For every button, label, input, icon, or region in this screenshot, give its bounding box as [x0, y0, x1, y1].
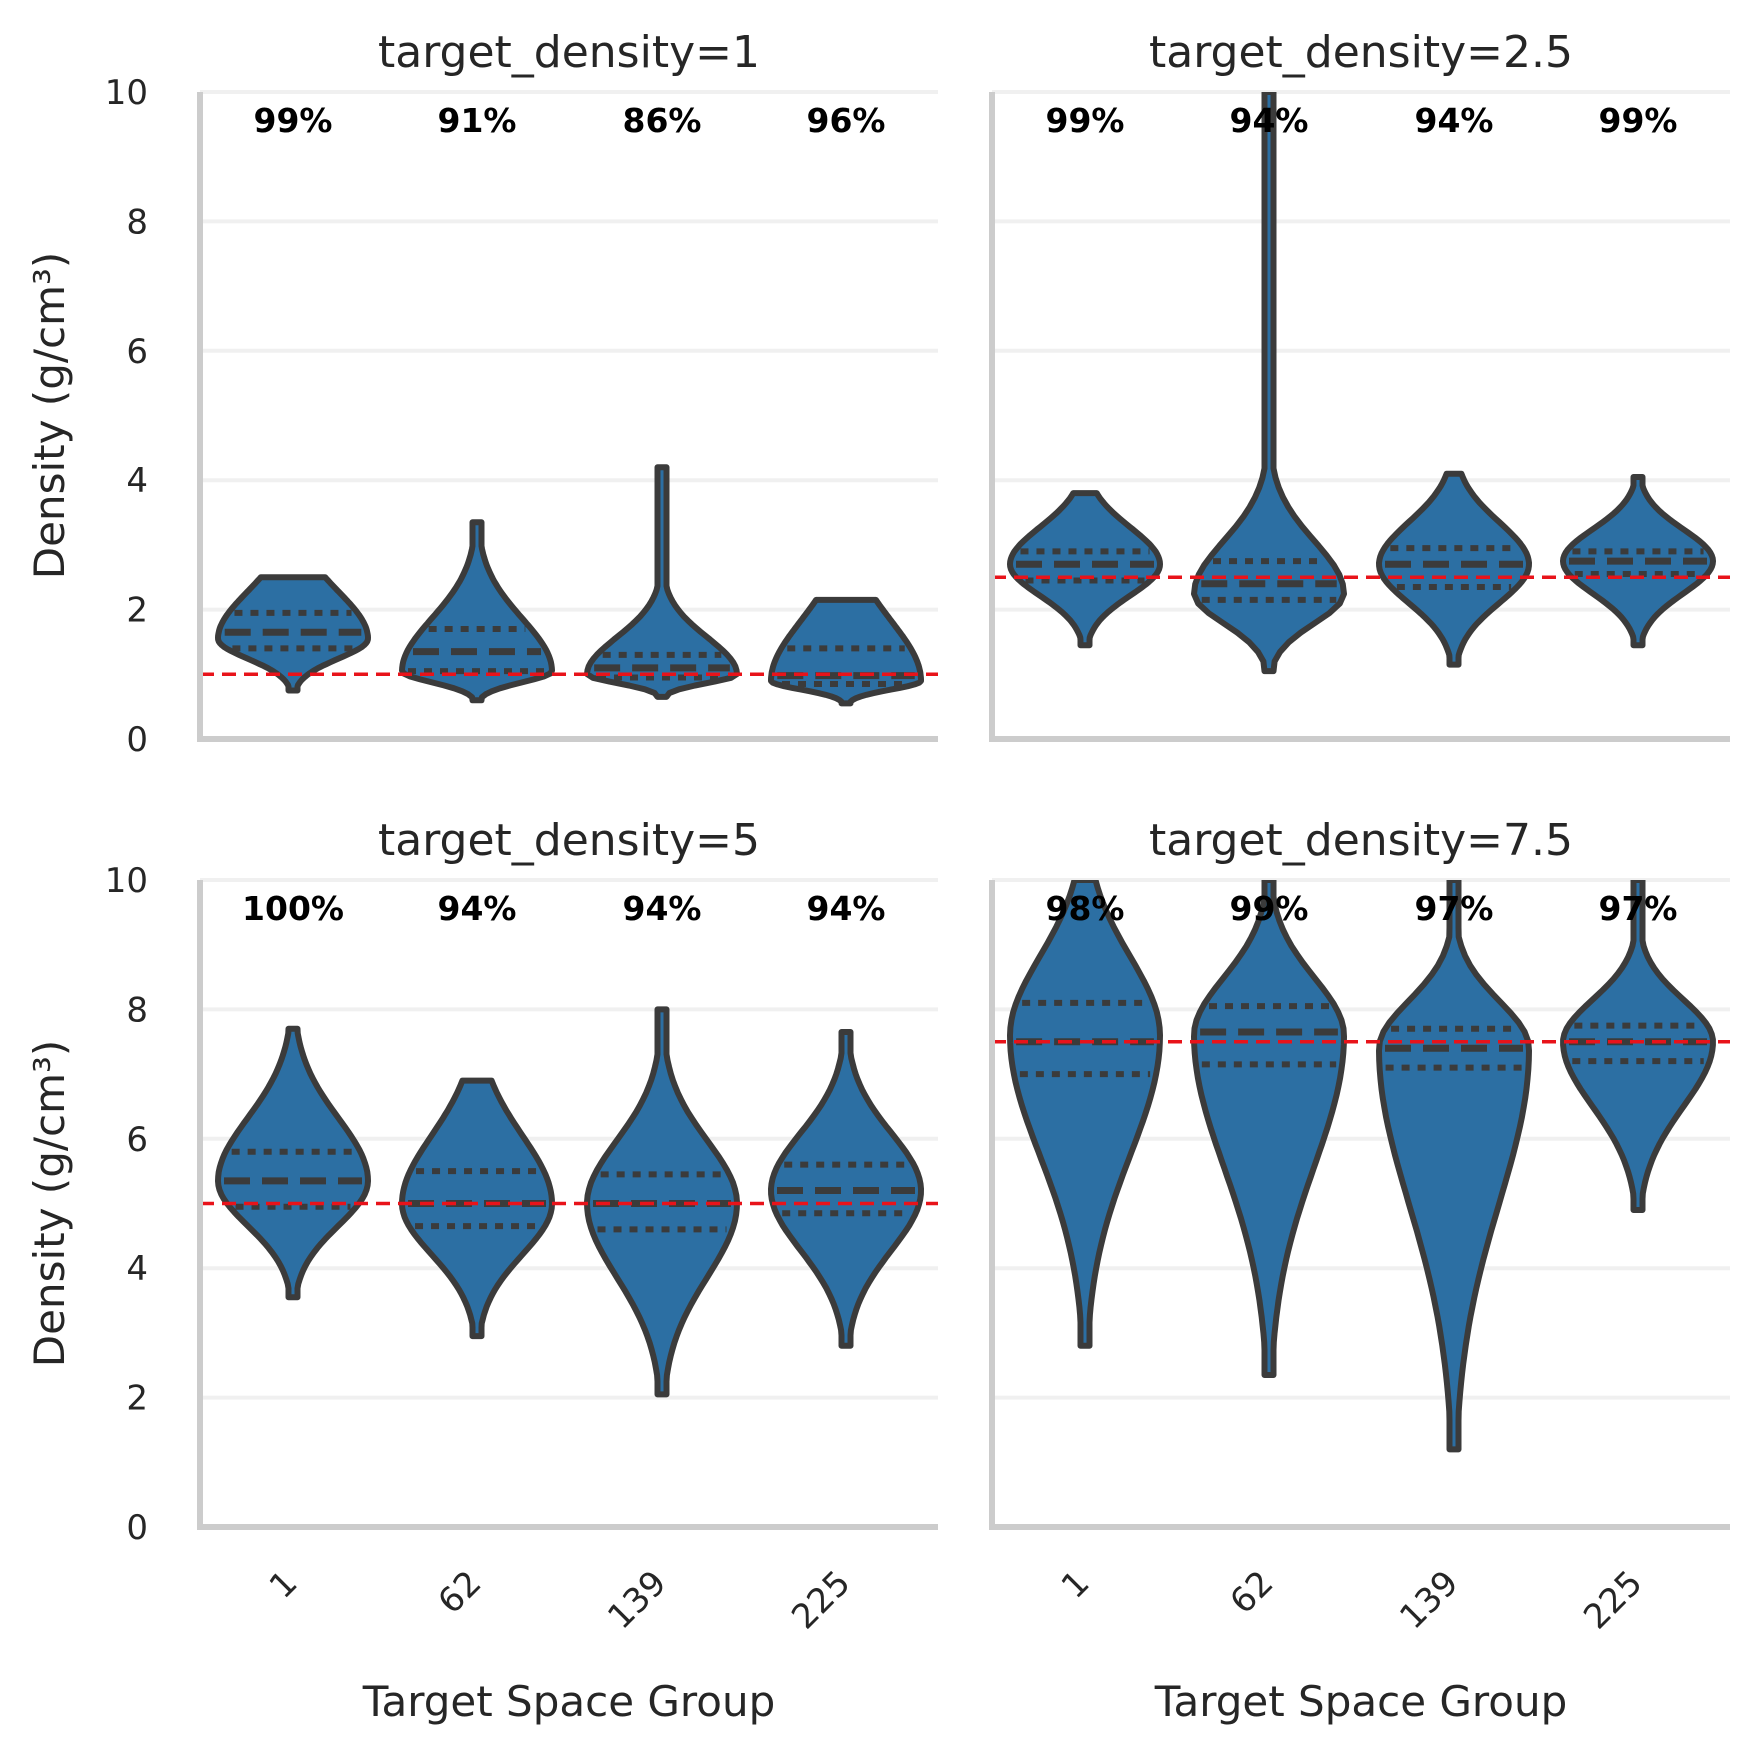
y-tick-label: 2	[126, 591, 148, 631]
violin-sg-1	[1007, 880, 1163, 1349]
percent-label: 91%	[438, 101, 517, 140]
panel-title: target_density=7.5	[1149, 815, 1573, 866]
violin-sg-62	[399, 519, 555, 704]
violin-sg-225	[768, 1029, 924, 1349]
percent-label: 99%	[1046, 101, 1125, 140]
x-tick-label: 62	[430, 1563, 489, 1622]
percent-label: 94%	[1415, 101, 1494, 140]
violin-sg-1	[215, 574, 371, 694]
y-tick-label: 8	[126, 202, 148, 242]
violin-sg-62	[1191, 92, 1347, 675]
percent-label: 96%	[807, 101, 886, 140]
y-tick-label: 4	[126, 1249, 148, 1289]
facet-panel-2: target_density=2.5 99% 94% 94% 99%	[989, 27, 1730, 742]
percent-label: 98%	[1046, 889, 1125, 928]
facet-panel-3: target_density=5 0 2 4 6 8 10 Density (g/cm³) 10…	[25, 815, 938, 1726]
percent-label: 97%	[1415, 889, 1494, 928]
percent-label: 100%	[242, 889, 344, 928]
percent-label: 99%	[254, 101, 333, 140]
panel-title: target_density=2.5	[1149, 27, 1573, 78]
violin-sg-1	[1007, 490, 1163, 649]
percent-label: 94%	[807, 889, 886, 928]
y-tick-label: 4	[126, 461, 148, 501]
y-tick-label: 0	[126, 1508, 148, 1548]
percent-label: 99%	[1230, 889, 1309, 928]
y-tick-label: 8	[126, 990, 148, 1030]
x-tick-label: 62	[1222, 1563, 1281, 1622]
y-axis-label: Density (g/cm³)	[25, 252, 74, 579]
y-tick-label: 0	[126, 720, 148, 760]
percent-label: 99%	[1599, 101, 1678, 140]
x-tick-label: 225	[1576, 1563, 1650, 1637]
y-tick-label: 6	[126, 332, 148, 372]
violin-sg-225	[1560, 474, 1716, 649]
y-tick-label: 2	[126, 1379, 148, 1419]
y-tick-label: 10	[105, 73, 148, 113]
violin-sg-225	[768, 596, 924, 707]
facet-panel-1: target_density=1 0 2 4 6 8 10 Density (g/cm³) 99…	[25, 27, 938, 760]
panel-title: target_density=1	[378, 27, 760, 78]
y-tick-label: 10	[105, 861, 148, 901]
percent-label: 94%	[623, 889, 702, 928]
x-tick-label: 139	[600, 1563, 674, 1637]
x-tick-label: 1	[262, 1563, 306, 1607]
violin-sg-225	[1560, 880, 1716, 1213]
x-axis-label: Target Space Group	[1154, 1677, 1568, 1726]
x-tick-label: 1	[1054, 1563, 1098, 1607]
violin-sg-62	[399, 1077, 555, 1340]
x-tick-label: 139	[1392, 1563, 1466, 1637]
violin-sg-62	[1191, 880, 1347, 1378]
percent-label: 94%	[1230, 101, 1309, 140]
violin-sg-1	[215, 1025, 371, 1301]
facet-panel-4: target_density=7.5 98% 99% 97% 97% 1 62 139 225T…	[989, 815, 1730, 1726]
x-tick-label: 225	[784, 1563, 858, 1637]
percent-label: 86%	[623, 101, 702, 140]
violin-sg-139	[584, 464, 740, 700]
violin-sg-139	[1376, 470, 1532, 668]
percent-label: 97%	[1599, 889, 1678, 928]
x-axis-label: Target Space Group	[362, 1677, 776, 1726]
violin-sg-139	[1376, 880, 1532, 1453]
y-tick-label: 6	[126, 1120, 148, 1160]
percent-label: 94%	[438, 889, 517, 928]
panel-title: target_density=5	[378, 815, 760, 866]
y-axis-label: Density (g/cm³)	[25, 1040, 74, 1367]
